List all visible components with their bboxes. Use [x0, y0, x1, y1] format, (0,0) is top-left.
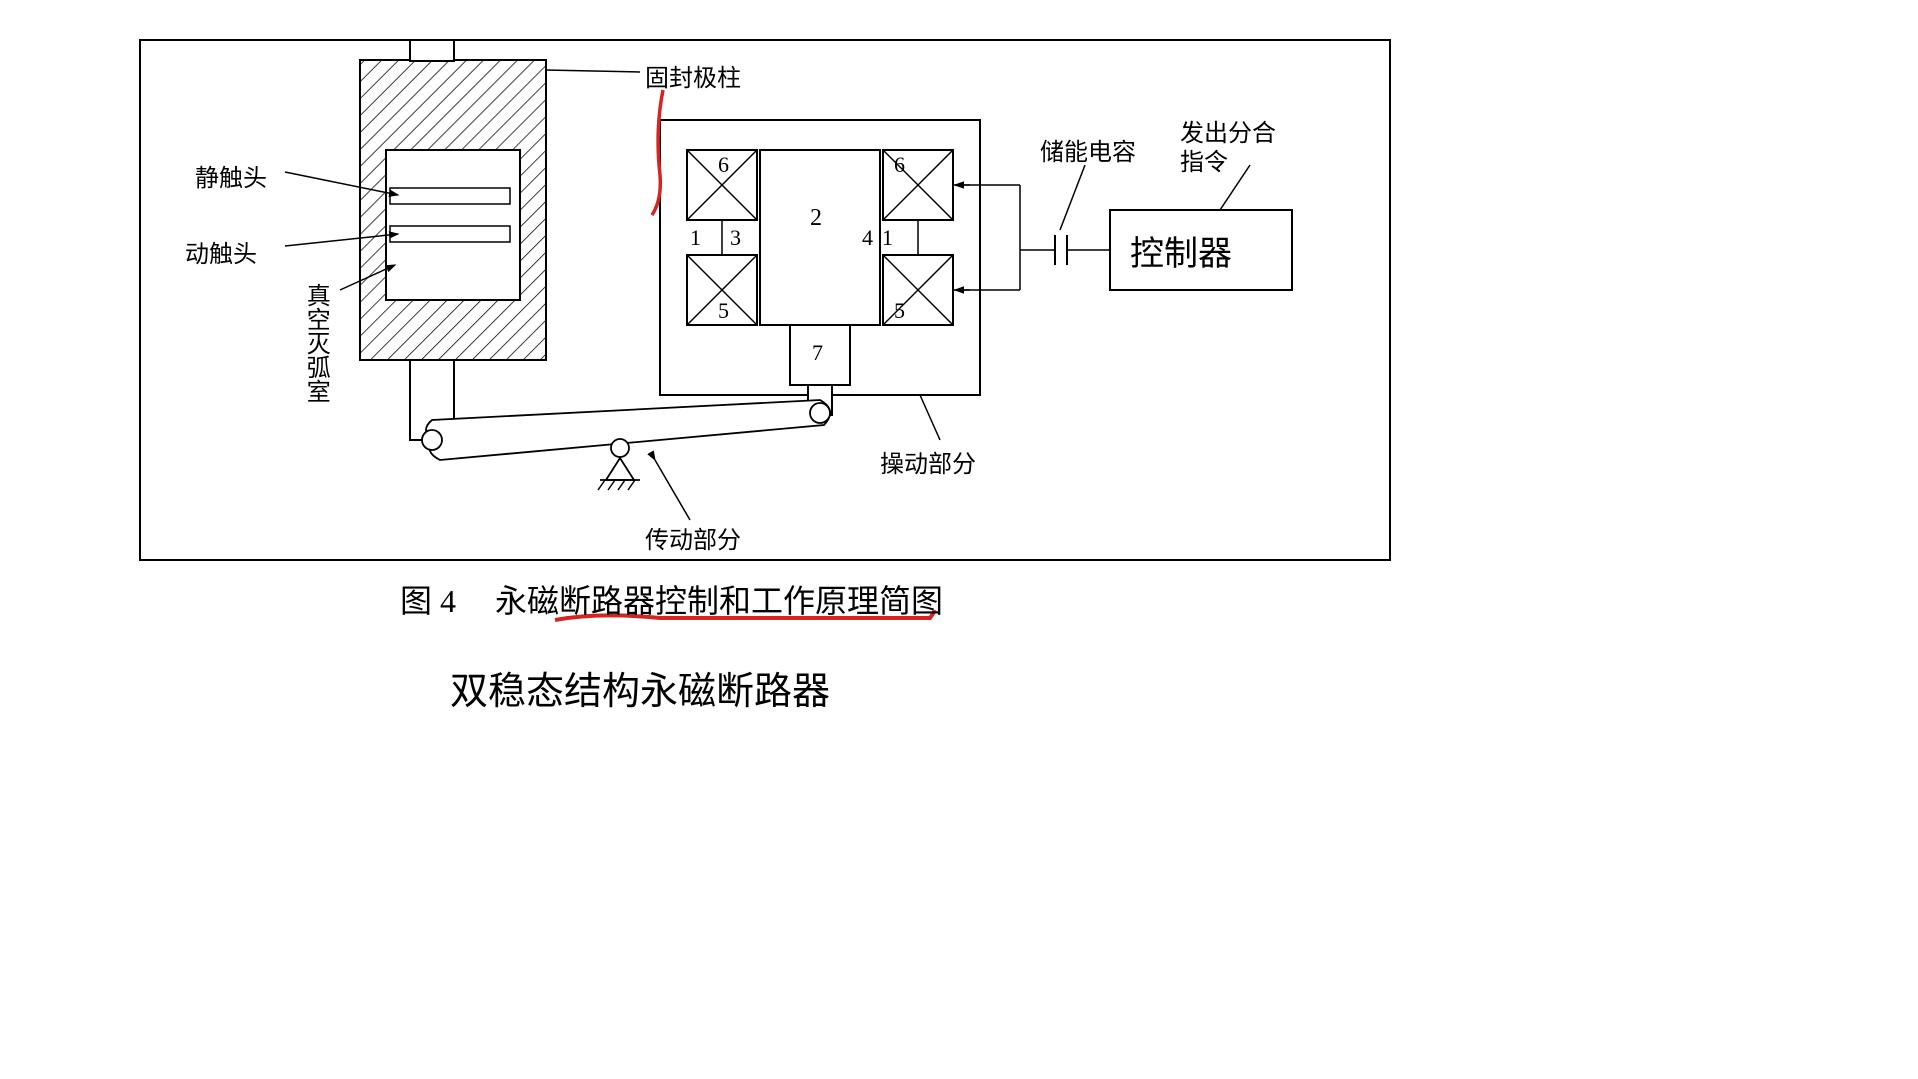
- num-1-right: 1: [882, 225, 893, 251]
- num-6-tr: 6: [894, 152, 905, 178]
- num-5-bl: 5: [718, 298, 729, 324]
- label-controller: 控制器: [1130, 226, 1232, 275]
- label-actuator: 操动部分: [880, 444, 976, 479]
- diagram-canvas: 静触头 动触头 真空灭弧室 固封极柱 1 6 6 4 1 3 5 5 2 7 储…: [0, 0, 1918, 1079]
- diagram-svg: [0, 0, 1918, 1079]
- num-3: 3: [730, 225, 741, 251]
- top-rod: [410, 40, 454, 61]
- label-capacitor: 储能电容: [1040, 132, 1136, 167]
- fig-title: 永磁断路器控制和工作原理简图: [495, 576, 943, 622]
- num-6-tl: 6: [718, 152, 729, 178]
- label-vacuum-chamber: 真空灭弧室: [302, 283, 327, 403]
- num-2: 2: [810, 205, 822, 232]
- static-contact-bar: [390, 188, 510, 204]
- moving-contact-bar: [390, 226, 510, 242]
- label-sealed-pole: 固封极柱: [645, 58, 741, 93]
- num-4: 4: [862, 225, 873, 251]
- vacuum-chamber-inner: [386, 150, 520, 300]
- label-moving-contact: 动触头: [185, 234, 257, 269]
- subtitle: 双稳态结构永磁断路器: [450, 660, 830, 715]
- num-7: 7: [812, 340, 823, 366]
- fig-number: 图 4: [400, 576, 456, 622]
- label-command: 发出分合指令: [1180, 120, 1276, 178]
- num-1-left: 1: [690, 225, 701, 251]
- label-transmission: 传动部分: [645, 520, 741, 555]
- label-static-contact: 静触头: [195, 158, 267, 193]
- num-5-br: 5: [894, 298, 905, 324]
